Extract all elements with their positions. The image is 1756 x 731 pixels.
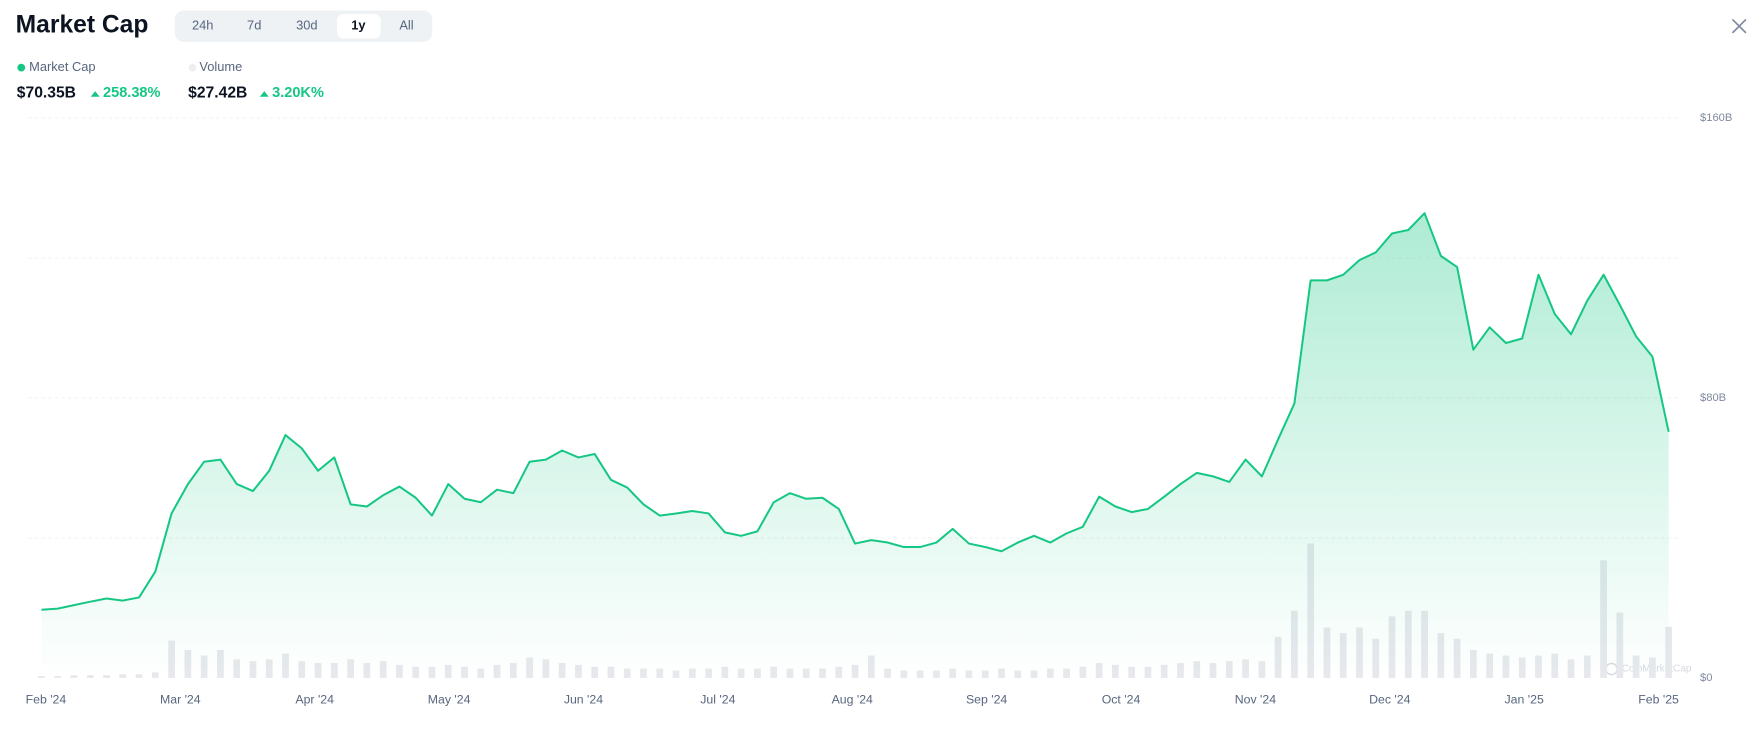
- tab[interactable]: 30d: [296, 18, 317, 33]
- summary-value: $27.42B: [188, 85, 247, 102]
- x-tick-label: Jun '24: [564, 693, 603, 707]
- line: [41, 212, 1670, 611]
- x-tick-label: Nov '24: [1235, 693, 1276, 707]
- x-tick-label: Jul '24: [700, 693, 735, 707]
- tab[interactable]: 7d: [247, 18, 261, 33]
- x-tick-label: Apr '24: [295, 693, 334, 707]
- up-arrow: [259, 91, 269, 97]
- x-tick-label: May '24: [428, 693, 471, 707]
- tab[interactable]: All: [399, 18, 413, 33]
- x-tick-label: Feb '24: [26, 693, 67, 707]
- y-tick-label: $80B: [1700, 392, 1726, 404]
- summary-value: $70.35B: [17, 85, 76, 102]
- legend-dot: [188, 63, 197, 72]
- title: Market Cap: [16, 12, 149, 39]
- x-tick-label: Feb '25: [1638, 693, 1679, 707]
- x-tick-label: Aug '24: [832, 693, 873, 707]
- tab[interactable]: 24h: [192, 18, 213, 33]
- x-tick-label: Jan '25: [1505, 693, 1544, 707]
- x-tick-label: Mar '24: [160, 693, 201, 707]
- legend-dot: [17, 63, 26, 72]
- y-tick-label: $160B: [1700, 112, 1732, 124]
- close-button[interactable]: [1731, 18, 1747, 34]
- tab[interactable]: 1y: [351, 18, 366, 33]
- y-tick-label: $0: [1700, 672, 1712, 684]
- summary-change: 3.20K%: [272, 85, 324, 101]
- up-arrow: [90, 91, 100, 97]
- x-tick-label: Oct '24: [1102, 693, 1141, 707]
- x-tick-label: Sep '24: [966, 693, 1007, 707]
- legend-label: Market Cap: [29, 59, 95, 74]
- x-tick-label: Dec '24: [1369, 693, 1410, 707]
- legend-label: Volume: [199, 59, 242, 74]
- area: [41, 213, 1669, 678]
- tab-active: [337, 13, 381, 39]
- summary-change: 258.38%: [103, 85, 160, 101]
